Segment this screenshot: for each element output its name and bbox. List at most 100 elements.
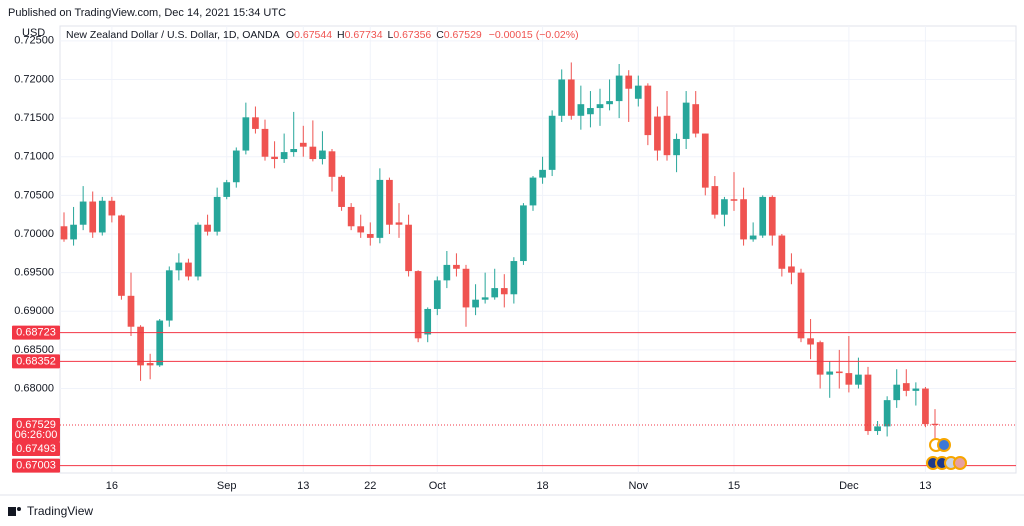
candle-body: [280, 152, 288, 160]
candle-body: [826, 371, 834, 375]
candle-body: [309, 146, 317, 160]
candle-body: [558, 79, 566, 116]
candle-body: [405, 224, 412, 272]
x-tick-label: 22: [364, 480, 376, 492]
candle-body: [242, 117, 250, 151]
published-note: Published on TradingView.com, Dec 14, 20…: [8, 7, 286, 19]
candle-body: [587, 108, 594, 115]
y-tick-label: 0.69000: [14, 305, 54, 317]
candle-body: [835, 371, 843, 374]
candle-body: [204, 224, 211, 232]
legend-o: 0.67544: [294, 29, 332, 41]
y-tick-label: 0.72500: [14, 35, 54, 47]
candle-body: [70, 224, 77, 240]
candle-body: [108, 200, 116, 216]
legend-o-label: O: [286, 29, 294, 41]
y-tick-label: 0.70000: [14, 228, 54, 240]
x-tick-label: 13: [297, 480, 309, 492]
candle-body: [548, 115, 556, 170]
candle-body: [807, 338, 814, 345]
candle-body: [376, 179, 384, 238]
candle-body: [606, 101, 613, 105]
y-tick-label: 0.71500: [14, 112, 54, 124]
candle-body: [845, 373, 853, 385]
candle-body: [529, 177, 537, 206]
candle-body: [386, 179, 393, 225]
x-tick-label: Dec: [839, 480, 859, 492]
legend-title: New Zealand Dollar / U.S. Dollar, 1D, OA…: [66, 29, 280, 41]
candle-body: [213, 196, 221, 232]
x-tick-label: Sep: [217, 480, 237, 492]
brand-text: TradingView: [27, 504, 93, 518]
candle-body: [893, 384, 901, 401]
candle-body: [290, 149, 298, 153]
candle-body: [500, 288, 508, 295]
candle-body: [127, 295, 135, 327]
candle-body: [596, 104, 604, 109]
price-line-box: [12, 458, 60, 473]
candle-body: [79, 201, 87, 225]
candle-body: [864, 374, 872, 432]
candle-body: [749, 235, 757, 240]
candle-body: [60, 226, 68, 240]
last-price-box: [12, 417, 60, 442]
bid-price-box: [12, 441, 60, 456]
currency-label: USD: [22, 27, 45, 39]
candle-body: [816, 342, 824, 375]
y-tick-label: 0.68500: [14, 344, 54, 356]
candle-body: [730, 199, 738, 201]
candle-body: [797, 272, 805, 339]
candle-body: [634, 85, 642, 99]
candle-body: [520, 205, 527, 262]
candle-body: [510, 261, 518, 295]
candle-body: [165, 270, 173, 321]
legend-c: 0.67529: [444, 29, 482, 41]
candle-body: [319, 150, 326, 160]
event-icons: [926, 438, 967, 470]
candles: [60, 62, 1016, 467]
candle-body: [768, 196, 776, 236]
candle-body: [395, 222, 403, 225]
candle-body: [118, 215, 125, 296]
candle-body: [443, 264, 451, 281]
y-tick-label: 0.70500: [14, 189, 54, 201]
y-tick-label: 0.72000: [14, 73, 54, 85]
candle-body: [874, 426, 881, 432]
legend-l: 0.67356: [393, 29, 431, 41]
brand: TradingView: [8, 504, 93, 518]
candle-body: [855, 374, 862, 385]
candle-body: [902, 383, 910, 391]
candle-body: [711, 186, 719, 215]
legend: New Zealand Dollar / U.S. Dollar, 1D, OA…: [66, 29, 579, 41]
x-tick-label: Oct: [429, 480, 446, 492]
candle-body: [366, 234, 374, 238]
candle-body: [663, 115, 671, 156]
x-tick-label: 18: [536, 480, 548, 492]
candle-body: [682, 102, 690, 139]
logo: [8, 507, 16, 516]
price-line-label: 0.68352: [16, 355, 56, 367]
candle-body: [539, 169, 546, 178]
candle-body: [778, 235, 786, 269]
candle-body: [701, 133, 709, 188]
candle-body: [261, 128, 269, 157]
candle-body: [414, 271, 422, 339]
candle-body: [433, 280, 441, 309]
candle-body: [271, 156, 278, 160]
bid-price-label: 0.67493: [16, 443, 56, 455]
candle-body: [644, 85, 652, 136]
x-tick-label: Nov: [629, 480, 649, 492]
y-tick-label: 0.68000: [14, 382, 54, 394]
candle-body: [654, 116, 661, 151]
candle-body: [692, 104, 700, 134]
candle-body: [98, 200, 106, 233]
candle-body: [146, 363, 154, 366]
x-tick-label: 13: [919, 480, 931, 492]
candle-body: [625, 75, 633, 89]
x-tick-label: 15: [728, 480, 740, 492]
candle-body: [481, 297, 489, 300]
candle-body: [721, 199, 728, 215]
candle-body: [89, 201, 97, 233]
candle-body: [922, 388, 929, 425]
